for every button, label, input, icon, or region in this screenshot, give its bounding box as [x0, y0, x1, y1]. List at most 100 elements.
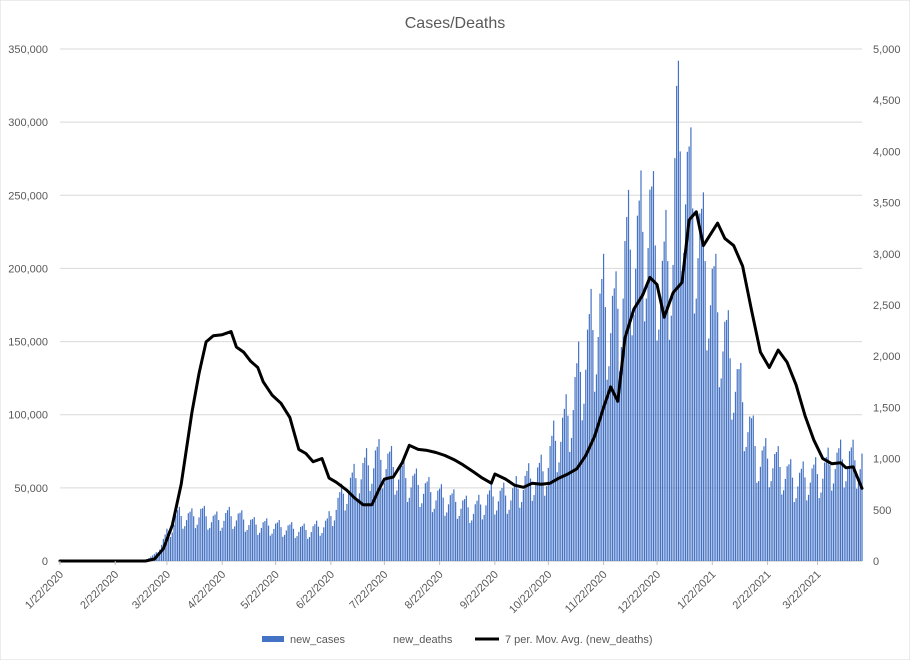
new-cases-bar	[719, 387, 720, 561]
right-axis-tick-label: 4,000	[873, 146, 901, 158]
new-cases-bar	[430, 492, 431, 561]
new-cases-bar	[694, 313, 695, 561]
new-cases-bar	[820, 493, 821, 561]
new-cases-bar	[368, 465, 369, 561]
new-cases-bar	[230, 516, 231, 561]
new-cases-bar	[683, 253, 684, 561]
new-cases-bar	[459, 516, 460, 561]
new-cases-bar	[630, 250, 631, 561]
new-cases-bar	[350, 478, 351, 561]
new-cases-bar	[660, 297, 661, 561]
new-cases-bar	[279, 520, 280, 561]
new-cases-bar	[819, 498, 820, 561]
new-cases-bar	[418, 485, 419, 561]
new-cases-bar	[295, 538, 296, 561]
new-cases-bar	[173, 525, 174, 561]
new-cases-bar	[241, 510, 242, 561]
new-cases-bar	[378, 439, 379, 561]
new-cases-bar	[797, 486, 798, 561]
new-cases-bar	[443, 498, 444, 561]
new-cases-bar	[195, 528, 196, 561]
new-cases-bar	[537, 467, 538, 561]
new-cases-bar	[271, 534, 272, 561]
new-cases-bar	[806, 500, 807, 561]
new-cases-bar	[475, 504, 476, 561]
new-cases-bar	[211, 522, 212, 561]
new-cases-bar	[482, 519, 483, 561]
new-cases-bar	[357, 500, 358, 561]
new-cases-bar	[353, 464, 354, 561]
new-cases-bar	[280, 527, 281, 561]
new-cases-bar	[648, 248, 649, 561]
right-axis-tick-label: 4,500	[873, 95, 901, 107]
new-cases-bar	[191, 508, 192, 561]
new-cases-bar	[564, 409, 565, 561]
legend-label-moving-average: 7 per. Mov. Avg. (new_deaths)	[505, 634, 653, 646]
new-cases-bar	[772, 468, 773, 561]
new-cases-bar	[198, 517, 199, 561]
new-cases-bar	[706, 350, 707, 561]
new-cases-bar	[713, 266, 714, 561]
new-cases-bar	[615, 271, 616, 561]
new-cases-bar	[525, 476, 526, 561]
new-cases-bar	[642, 232, 643, 561]
new-cases-bar	[316, 521, 317, 561]
new-cases-bar	[776, 452, 777, 561]
chart-title: Cases/Deaths	[405, 15, 506, 32]
new-cases-bar	[774, 454, 775, 561]
left-axis-tick-label: 150,000	[8, 337, 48, 349]
new-cases-bar	[227, 510, 228, 561]
new-cases-bar	[512, 488, 513, 561]
new-cases-bar	[439, 489, 440, 561]
new-cases-bar	[583, 404, 584, 561]
new-cases-bar	[179, 507, 180, 561]
new-cases-bar	[273, 529, 274, 561]
new-cases-bar	[651, 187, 652, 561]
right-axis-tick-label: 500	[873, 505, 891, 517]
new-cases-bar	[434, 509, 435, 561]
new-cases-bar	[175, 515, 176, 561]
new-cases-bar	[491, 484, 492, 561]
new-cases-bar	[448, 504, 449, 561]
new-cases-bar	[421, 503, 422, 561]
new-cases-bar	[407, 502, 408, 561]
new-cases-bar	[578, 342, 579, 561]
legend-swatch-new-cases	[262, 636, 284, 642]
new-cases-bar	[787, 466, 788, 561]
new-cases-bar	[795, 498, 796, 561]
new-cases-bar	[569, 452, 570, 561]
new-cases-bar	[329, 511, 330, 561]
new-cases-bar	[803, 461, 804, 561]
new-cases-bar	[747, 432, 748, 561]
new-cases-bar	[614, 288, 615, 561]
new-cases-bar	[610, 333, 611, 561]
new-cases-bar	[373, 468, 374, 561]
new-cases-bar	[182, 529, 183, 561]
new-cases-bar	[393, 467, 394, 561]
new-cases-bar	[460, 509, 461, 561]
new-cases-bar	[532, 501, 533, 561]
new-cases-bar	[541, 455, 542, 561]
new-cases-bar	[771, 481, 772, 561]
new-cases-bar	[655, 245, 656, 561]
new-cases-bar	[441, 484, 442, 561]
new-cases-bar	[362, 463, 363, 561]
new-cases-bar	[311, 532, 312, 561]
new-cases-bar	[252, 519, 253, 561]
new-cases-bar	[364, 458, 365, 561]
new-cases-bar	[730, 358, 731, 561]
new-cases-bar	[498, 501, 499, 561]
new-cases-bar	[822, 479, 823, 561]
new-cases-bar	[209, 528, 210, 561]
new-cases-bar	[259, 533, 260, 561]
new-cases-bar	[523, 490, 524, 561]
new-cases-bar	[812, 468, 813, 561]
new-cases-bar	[778, 446, 779, 561]
new-cases-bar	[332, 526, 333, 561]
new-cases-bar	[835, 469, 836, 561]
new-cases-bar	[216, 512, 217, 562]
new-cases-bar	[594, 392, 595, 561]
new-cases-bar	[503, 483, 504, 561]
new-cases-bar	[325, 521, 326, 561]
new-cases-bar	[758, 481, 759, 561]
